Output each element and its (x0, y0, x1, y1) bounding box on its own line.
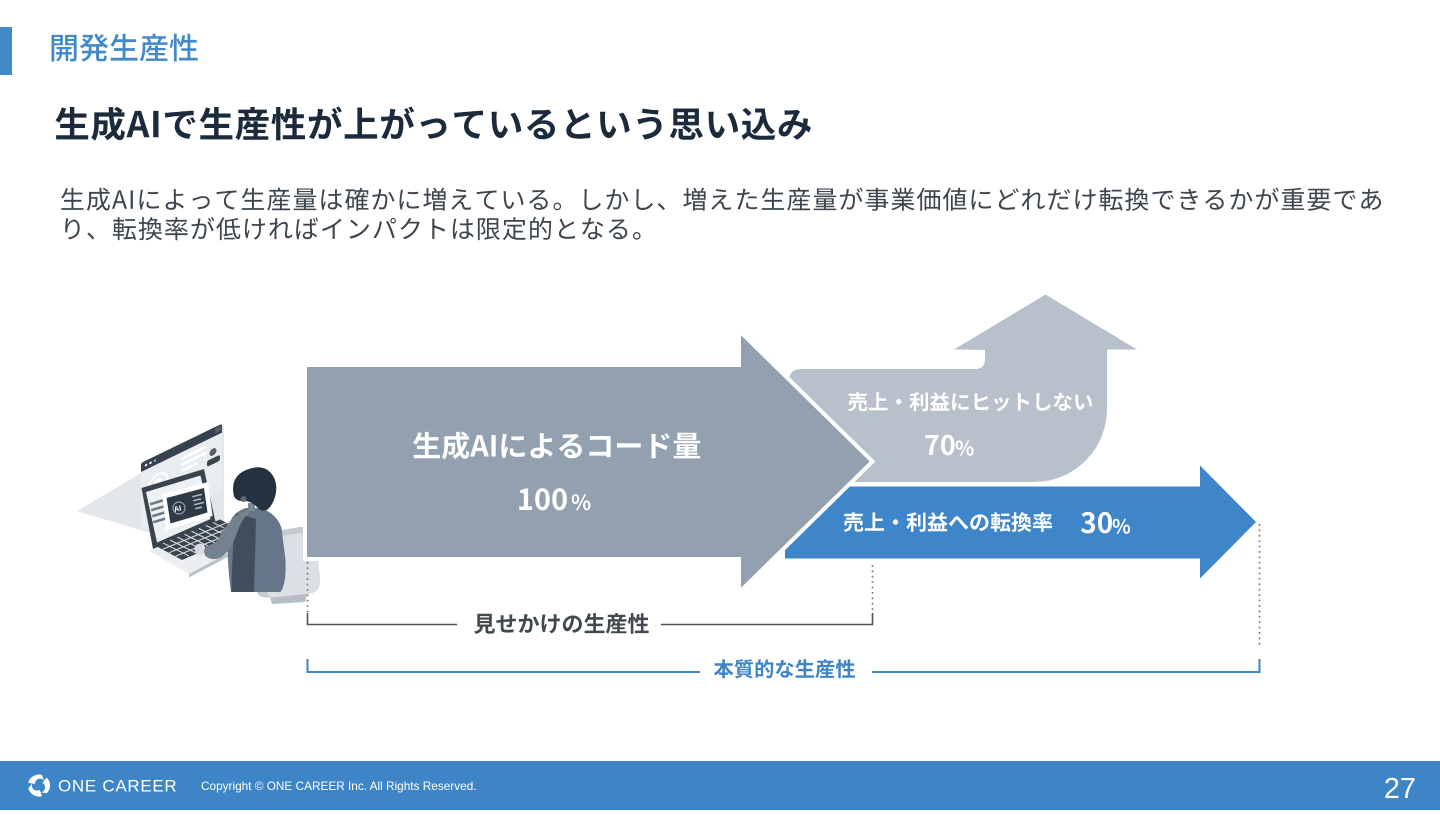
svg-text:Copyright © ONE CAREER Inc. Al: Copyright © ONE CAREER Inc. All Rights R… (201, 779, 477, 793)
svg-text:27: 27 (1384, 773, 1416, 805)
svg-text:ONE CAREER: ONE CAREER (58, 777, 177, 796)
svg-text:AI: AI (173, 503, 182, 514)
